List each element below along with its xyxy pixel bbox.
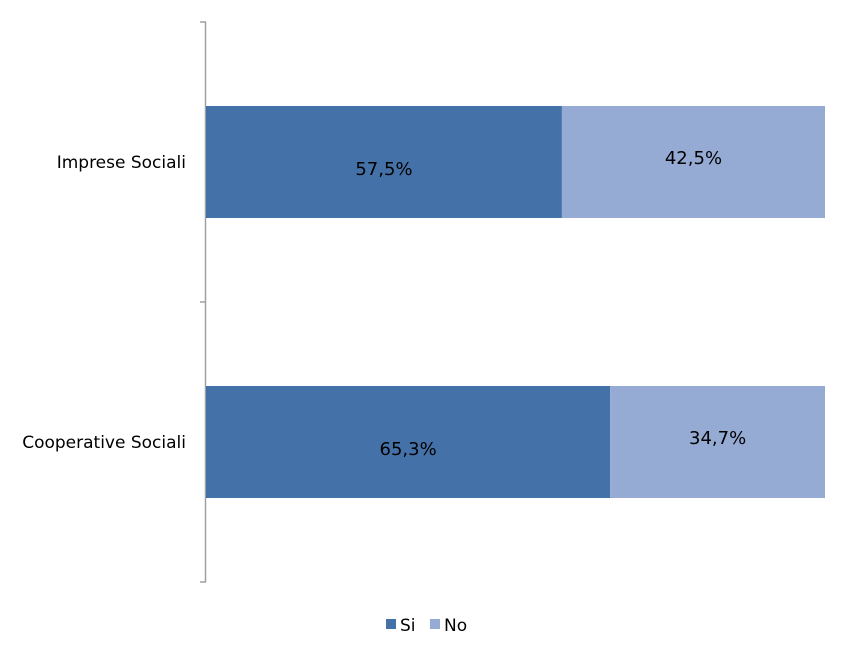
axis-layer: Imprese Sociali Cooperative Sociali <box>22 21 207 583</box>
bar-no-1 <box>610 386 825 498</box>
data-label: 42,5% <box>665 148 722 169</box>
legend-label-no: No <box>444 616 467 636</box>
legend-swatch-no <box>430 619 440 629</box>
bars-layer <box>206 106 825 498</box>
bar-no-0 <box>561 106 825 218</box>
legend: Si No <box>386 616 467 636</box>
category-label: Cooperative Sociali <box>22 433 186 453</box>
category-label: Imprese Sociali <box>57 153 186 173</box>
labels-layer: 57,5% 42,5% 65,3% 34,7% <box>355 148 746 460</box>
bar-si-1 <box>206 386 611 498</box>
legend-label-si: Si <box>400 616 416 636</box>
bar-si-0 <box>206 106 562 218</box>
data-label: 65,3% <box>380 439 437 460</box>
data-label: 34,7% <box>689 428 746 449</box>
legend-swatch-si <box>386 619 396 629</box>
data-label: 57,5% <box>355 159 412 180</box>
